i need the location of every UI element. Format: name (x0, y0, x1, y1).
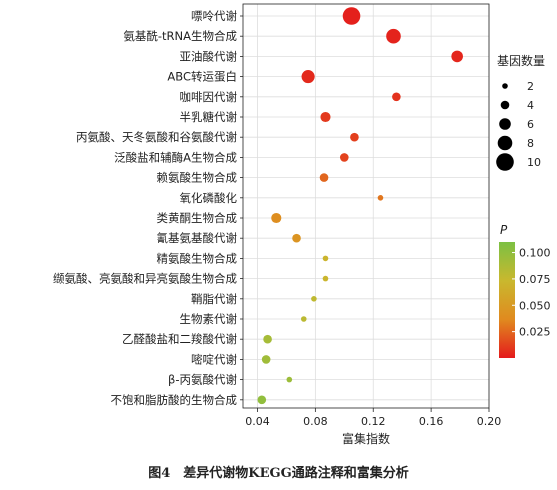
pathway-label: 鞘脂代谢 (191, 292, 237, 306)
size-legend: 基因数量 2 4 6 8 10 (496, 53, 545, 171)
size-legend-dot (496, 153, 514, 171)
data-point (386, 28, 401, 44)
pathway-label: 丙氨酸、天冬氨酸和谷氨酸代谢 (76, 130, 237, 144)
data-point (286, 376, 293, 383)
grid-layer (243, 4, 490, 408)
x-tick-label: 0.08 (303, 415, 328, 428)
size-legend-label: 8 (527, 137, 534, 150)
pathway-label: 缬氨酸、亮氨酸和异亮氨酸生物合成 (53, 272, 237, 286)
color-scale-bar (499, 242, 515, 358)
size-legend-dot (499, 118, 511, 130)
x-tick-label: 0.04 (245, 415, 270, 428)
color-scale-label: 0.100 (519, 247, 551, 260)
data-point (300, 316, 307, 322)
x-tick-label: 0.20 (477, 415, 502, 428)
pathway-label: 氰基氨基酸代谢 (157, 231, 238, 245)
size-legend-label: 2 (527, 80, 534, 93)
pathway-label: 嘧啶代谢 (191, 352, 237, 366)
data-point (350, 132, 359, 142)
data-point (377, 195, 384, 201)
pathway-label: 类黄酮生物合成 (157, 211, 238, 225)
pathway-label: 嘌呤代谢 (191, 9, 237, 23)
color-legend: P 0.025 0.050 0.075 0.100 (499, 223, 551, 358)
data-point (342, 7, 361, 25)
size-legend-dot (500, 100, 510, 110)
size-legend-label: 10 (527, 156, 541, 169)
color-legend-title: P (500, 223, 508, 237)
data-point (322, 275, 329, 282)
points-layer (257, 7, 463, 405)
size-legend-label: 4 (527, 99, 534, 112)
pathway-label: 氨基酰-tRNA生物合成 (123, 29, 237, 43)
data-point (319, 173, 329, 182)
size-legend-dot (497, 135, 513, 151)
size-legend-label: 6 (527, 118, 534, 131)
pathway-label: 咖啡因代谢 (180, 90, 238, 104)
data-point (292, 233, 301, 243)
x-axis: 0.04 0.08 0.12 0.16 0.20 (245, 408, 501, 428)
data-point (311, 296, 317, 302)
color-scale-label: 0.050 (519, 299, 551, 312)
pathway-label: 不饱和脂肪酸的生物合成 (111, 393, 238, 407)
pathway-label: 生物素代谢 (180, 312, 238, 326)
size-legend-title: 基因数量 (497, 53, 545, 68)
data-point (271, 212, 282, 224)
pathway-label: β-丙氨酸代谢 (168, 373, 237, 387)
data-point (320, 111, 331, 123)
data-point (263, 334, 272, 344)
pathway-label: 氧化磷酸化 (180, 191, 238, 205)
pathway-label: 亚油酸代谢 (180, 49, 238, 63)
x-tick-label: 0.16 (419, 415, 444, 428)
pathway-label: 乙醛酸盐和二羧酸代谢 (122, 332, 237, 346)
figure-caption: 图4 差异代谢物KEGG通路注释和富集分析 (148, 466, 409, 481)
data-point (392, 92, 401, 102)
data-point (451, 50, 463, 63)
plot-frame (242, 3, 490, 409)
x-tick-label: 0.12 (361, 415, 386, 428)
pathway-label: 精氨酸生物合成 (157, 251, 238, 265)
pathway-label: 赖氨酸生物合成 (157, 171, 238, 185)
pathway-label: 半乳糖代谢 (180, 110, 238, 124)
data-point (261, 355, 271, 364)
pathway-label: ABC转运蛋白 (167, 70, 237, 84)
data-point (339, 153, 349, 162)
pathway-label: 泛酸盐和辅酶A生物合成 (114, 150, 237, 164)
data-point (301, 70, 315, 84)
color-scale-label: 0.075 (519, 273, 551, 286)
data-point (257, 395, 267, 405)
color-scale-label: 0.025 (519, 326, 551, 339)
size-legend-dot (502, 83, 508, 89)
x-axis-title: 富集指数 (342, 431, 390, 446)
data-point (322, 255, 329, 262)
